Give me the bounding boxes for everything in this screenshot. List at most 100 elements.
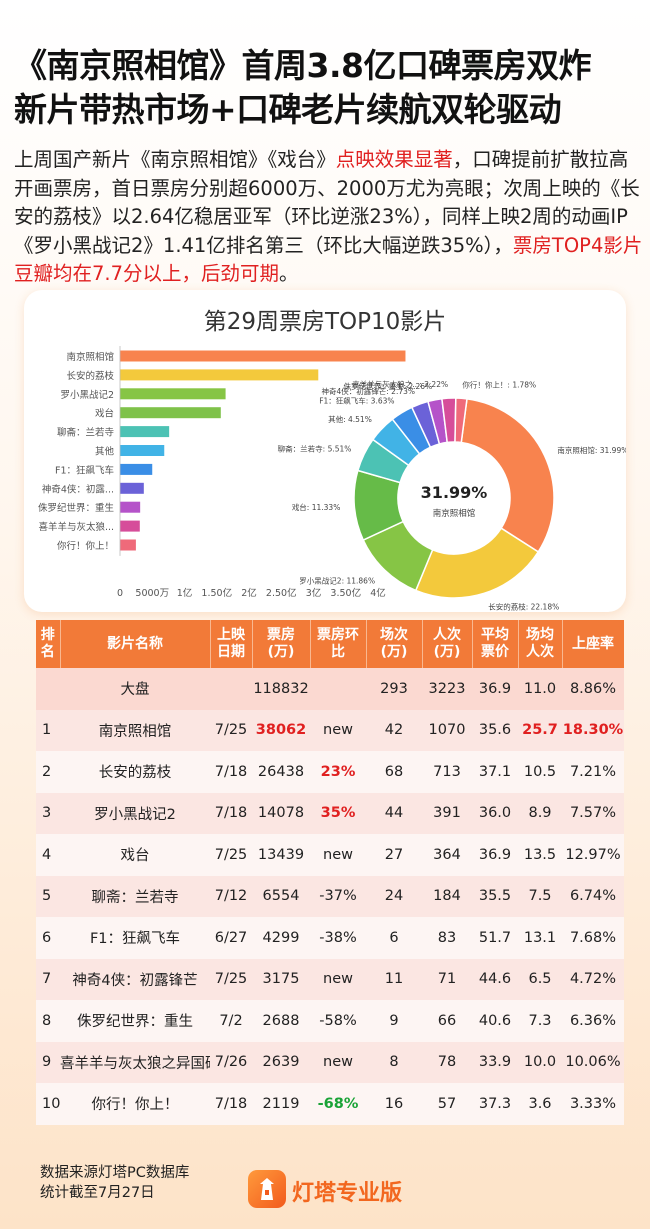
cell-rank: 1 [36,709,60,751]
chart-title: 第29周票房TOP10影片 [203,309,447,335]
cell-rank [36,668,60,710]
cell-avg: 7.3 [518,1000,562,1042]
x-tick-label: 5000万 [135,588,169,599]
cell-price: 37.3 [472,1083,518,1125]
box-office-table: 排名 影片名称 上映日期 票房(万) 票房环比 场次(万) 人次(万) 平均票价 场均人次 上座率… [36,620,624,1125]
cell-shows: 68 [366,751,422,793]
cell-change: new [310,958,366,1000]
column-header: 排名 [36,620,61,668]
cell-name: 大盘 [60,668,210,710]
table-row: 大盘 118832 293 3223 36.9 11.0 8.86% [36,668,624,710]
cell-name: 聊斋：兰若寺 [60,875,210,917]
cell-people: 78 [422,1041,472,1083]
bar [120,539,136,551]
cell-change: -68% [310,1083,366,1125]
cell-name: 戏台 [60,834,210,876]
cell-avg: 10.5 [518,751,562,793]
data-source-note: 数据来源灯塔PC数据库 统计截至7月27日 [40,1163,189,1203]
cell-name: 南京照相馆 [60,709,210,751]
cell-price: 44.6 [472,958,518,1000]
cell-rank: 6 [36,917,60,959]
cell-change: -38% [310,917,366,959]
table-row: 7 神奇4侠：初露锋芒 7/25 3175 new 11 71 44.6 6.5 4.72% [36,958,624,1000]
cell-shows: 44 [366,792,422,834]
cell-rank: 7 [36,958,60,1000]
cell-avg: 10.0 [518,1041,562,1083]
bar [120,463,153,475]
cell-date: 7/25 [210,709,252,751]
pie-slice-label: 南京照相馆: 31.99% [557,445,626,455]
cell-date: 7/18 [210,1083,252,1125]
cell-price: 35.6 [472,709,518,751]
cell-rank: 2 [36,751,60,793]
cell-change: -58% [310,1000,366,1042]
cell-date [210,668,252,710]
column-header: 票房(万) [252,620,311,668]
intro-text-1: 上周国产新片《南京照相馆》《戏台》 [14,148,336,171]
cell-change: new [310,834,366,876]
cell-box: 26438 [252,751,310,793]
cell-change: -37% [310,875,366,917]
table-row: 1 南京照相馆 7/25 38062 new 42 1070 35.6 25.7 18.30% [36,709,624,751]
cell-rank: 5 [36,875,60,917]
bar-category-label: 罗小黑战记2 [60,389,114,401]
cell-shows: 9 [366,1000,422,1042]
bar-category-label: 其他 [95,446,115,458]
cell-occ: 7.68% [562,917,624,959]
cell-name: F1：狂飙飞车 [60,917,210,959]
bar [120,350,406,362]
cell-date: 7/2 [210,1000,252,1042]
bar-category-label: F1：狂飙飞车 [55,464,114,476]
cell-avg: 25.7 [518,709,562,751]
bar-category-label: 你行！你上！ [57,540,114,552]
cell-occ: 6.36% [562,1000,624,1042]
cell-occ: 6.74% [562,875,624,917]
cell-people: 71 [422,958,472,1000]
cell-price: 33.9 [472,1041,518,1083]
cell-avg: 11.0 [518,668,562,710]
pie-slice-label: 喜羊羊与灰太狼之...: 2.22% [352,379,448,389]
cell-name: 喜羊羊与灰太狼之异国破晓 [60,1041,210,1083]
cell-rank: 4 [36,834,60,876]
cell-people: 713 [422,751,472,793]
bar-category-label: 侏罗纪世界：重生 [38,502,115,514]
cell-occ: 12.97% [562,834,624,876]
chart-card: 第29周票房TOP10影片 南京照相馆 长安的荔枝 罗小黑战记2 戏台 聊斋：兰若寺 其他… [24,290,626,612]
cell-occ: 18.30% [562,709,624,751]
table-row: 8 侏罗纪世界：重生 7/2 2688 -58% 9 66 40.6 7.3 6.36% [36,1000,624,1042]
column-header: 票房环比 [310,620,367,668]
table-row: 3 罗小黑战记2 7/18 14078 35% 44 391 36.0 8.9 7.57% [36,792,624,834]
cell-avg: 6.5 [518,958,562,1000]
x-tick-label: 3.50亿 [330,587,361,599]
bar [120,426,170,438]
cell-shows: 42 [366,709,422,751]
cell-avg: 7.5 [518,875,562,917]
bar [120,369,319,381]
intro-text-2: ，口碑提前扩散拉高开画票房，首日票房分别超6000万、2000万尤为亮眼；次周上… [14,148,640,257]
cell-box: 14078 [252,792,310,834]
bar [120,388,226,400]
cell-people: 57 [422,1083,472,1125]
pie-slice [460,398,555,553]
table-header-row: 排名 影片名称 上映日期 票房(万) 票房环比 场次(万) 人次(万) 平均票价 场均人次 上座率 [36,620,624,668]
cell-occ: 7.21% [562,751,624,793]
x-tick-label: 1.50亿 [201,587,232,599]
cell-shows: 293 [366,668,422,710]
cell-people: 1070 [422,709,472,751]
bar-category-label: 长安的荔枝 [66,370,114,382]
cell-price: 51.7 [472,917,518,959]
cell-name: 长安的荔枝 [60,751,210,793]
cell-price: 37.1 [472,751,518,793]
cell-change: 23% [310,751,366,793]
pie-slice [454,397,468,444]
pie-slice-label: 戏台: 11.33% [292,502,341,512]
cell-shows: 27 [366,834,422,876]
cell-change: 35% [310,792,366,834]
column-header: 上座率 [562,620,624,668]
table-row: 10 你行！你上！ 7/18 2119 -68% 16 57 37.3 3.6 3.33% [36,1083,624,1125]
cell-shows: 6 [366,917,422,959]
lighthouse-logo-icon [248,1170,286,1208]
bar [120,482,144,494]
cell-change [310,668,366,710]
cell-shows: 16 [366,1083,422,1125]
